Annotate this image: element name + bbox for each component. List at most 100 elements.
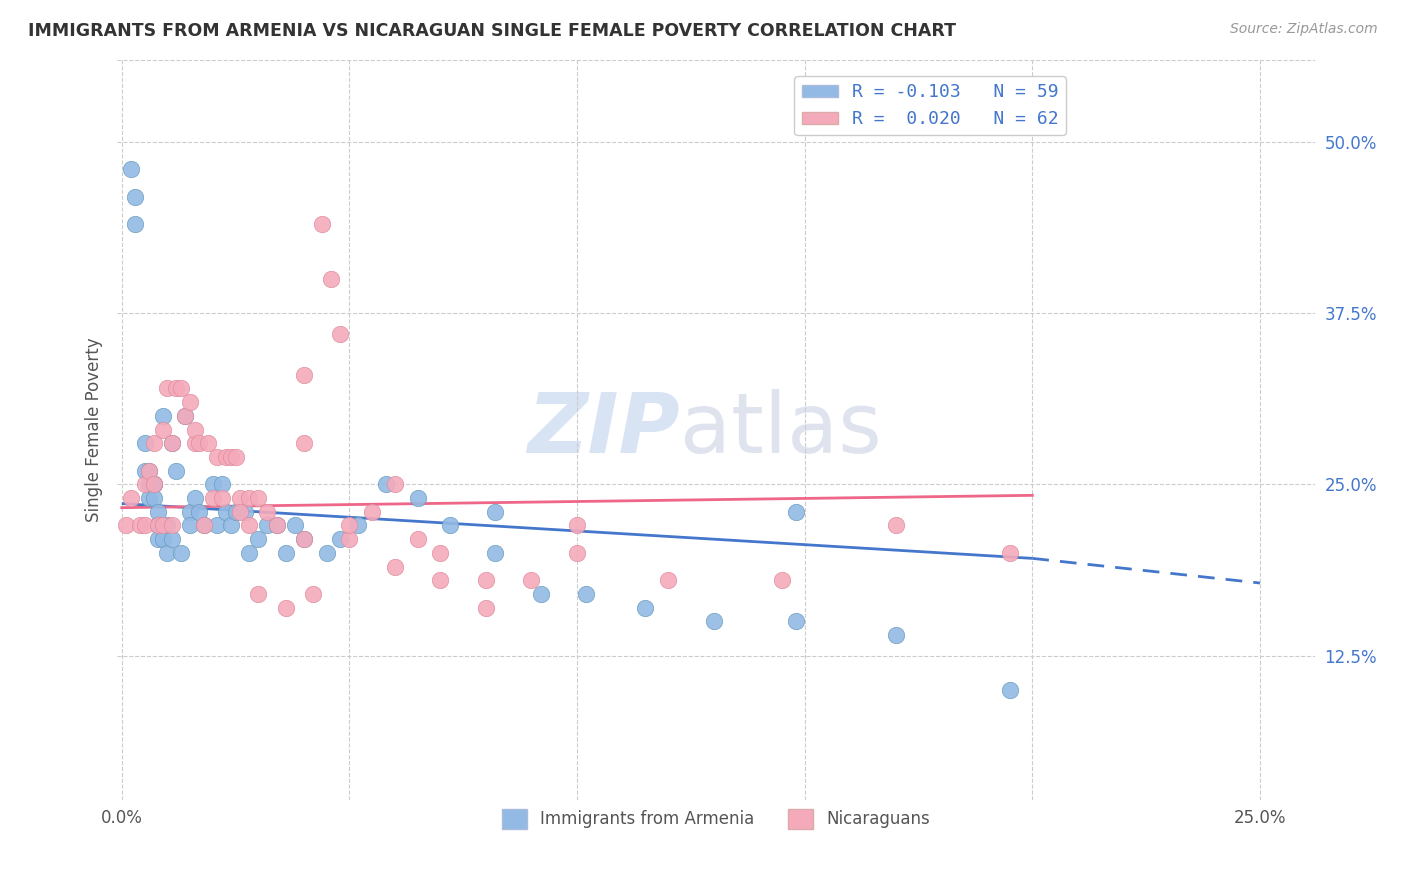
Point [146,518,169,533]
Point [657,574,679,588]
Point [475,600,498,615]
Legend: Immigrants from Armenia, Nicaraguans: Immigrants from Armenia, Nicaraguans [495,802,936,836]
Point [207,518,229,533]
Point [134,477,156,491]
Point [247,532,270,546]
Point [160,518,183,533]
Point [329,532,352,546]
Point [160,436,183,450]
Point [215,450,238,464]
Point [292,532,315,546]
Point [374,477,396,491]
Point [165,381,187,395]
Point [152,518,174,533]
Point [179,505,201,519]
Point [315,546,337,560]
Point [134,518,156,533]
Point [238,546,260,560]
Point [229,505,252,519]
Point [575,587,598,601]
Point [347,518,370,533]
Point [152,532,174,546]
Point [215,505,238,519]
Point [475,574,498,588]
Point [256,505,278,519]
Point [284,518,307,533]
Point [337,518,360,533]
Point [142,491,165,505]
Point [120,491,142,505]
Point [785,505,807,519]
Point [134,464,156,478]
Point [115,518,138,533]
Point [170,381,193,395]
Point [201,477,224,491]
Point [292,532,315,546]
Point [785,615,807,629]
Point [174,409,197,423]
Point [188,436,211,450]
Point [129,518,152,533]
Point [274,600,297,615]
Point [238,491,260,505]
Point [292,436,315,450]
Point [174,409,197,423]
Point [156,381,179,395]
Point [266,518,288,533]
Point [142,477,165,491]
Point [884,518,907,533]
Point [183,436,205,450]
Point [484,546,506,560]
Point [238,518,260,533]
Point [179,395,201,409]
Point [152,409,174,423]
Point [565,546,588,560]
Point [770,574,793,588]
Point [266,518,288,533]
Point [256,518,278,533]
Point [146,518,169,533]
Point [165,464,187,478]
Point [146,532,169,546]
Point [703,615,725,629]
Point [120,162,142,177]
Point [384,559,406,574]
Point [439,518,461,533]
Point [156,518,179,533]
Point [321,272,343,286]
Point [134,436,156,450]
Point [138,464,160,478]
Point [529,587,551,601]
Point [233,505,256,519]
Y-axis label: Single Female Poverty: Single Female Poverty [86,337,103,522]
Point [998,546,1021,560]
Point [201,491,224,505]
Text: IMMIGRANTS FROM ARMENIA VS NICARAGUAN SINGLE FEMALE POVERTY CORRELATION CHART: IMMIGRANTS FROM ARMENIA VS NICARAGUAN SI… [28,22,956,40]
Point [183,491,205,505]
Point [292,368,315,382]
Point [146,518,169,533]
Point [274,546,297,560]
Point [138,464,160,478]
Point [138,491,160,505]
Point [998,682,1021,697]
Point [211,477,233,491]
Point [156,546,179,560]
Point [634,600,657,615]
Point [146,505,169,519]
Point [160,532,183,546]
Point [193,518,215,533]
Point [193,518,215,533]
Point [520,574,543,588]
Point [197,436,219,450]
Point [207,450,229,464]
Point [160,436,183,450]
Point [124,189,146,203]
Point [429,546,451,560]
Text: atlas: atlas [681,389,882,470]
Point [429,574,451,588]
Point [302,587,325,601]
Text: Source: ZipAtlas.com: Source: ZipAtlas.com [1230,22,1378,37]
Point [329,326,352,341]
Point [311,217,333,231]
